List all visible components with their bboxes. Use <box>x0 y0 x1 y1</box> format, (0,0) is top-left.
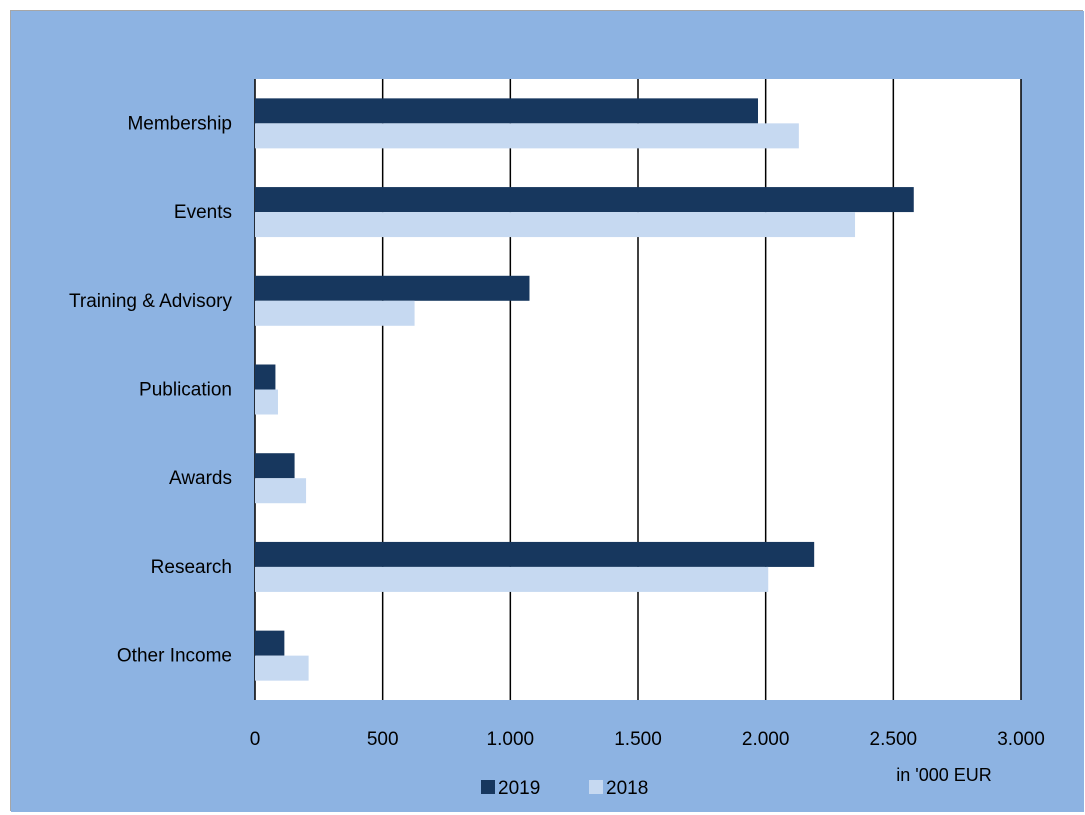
bar-2019 <box>255 187 914 213</box>
x-tick-label: 1.500 <box>614 729 662 750</box>
category-label: Awards <box>169 468 232 489</box>
legend-swatch <box>481 780 495 794</box>
category-labels: Membership Events Training & Advisory Publi… <box>69 113 232 666</box>
category-label: Events <box>174 202 232 223</box>
legend: 2019 2018 <box>481 778 648 799</box>
bars <box>255 98 914 681</box>
bar-2019 <box>255 364 276 390</box>
chart-frame: Membership Events Training & Advisory Publi… <box>10 10 1084 812</box>
category-label: Membership <box>127 113 232 134</box>
bar-2019 <box>255 98 759 124</box>
bar-2018 <box>255 300 415 326</box>
x-tick-label: 2.000 <box>742 729 790 750</box>
legend-label: 2018 <box>606 778 648 799</box>
x-tick-labels: 0 500 1.000 1.500 2.000 2.500 3.000 <box>250 729 1045 750</box>
category-label: Other Income <box>117 646 232 667</box>
legend-label: 2019 <box>498 778 540 799</box>
x-tick-label: 3.000 <box>997 729 1045 750</box>
bar-2019 <box>255 453 295 479</box>
x-tick-label: 2.500 <box>870 729 918 750</box>
bar-2018 <box>255 655 309 681</box>
bar-2018 <box>255 389 278 415</box>
bar-2018 <box>255 212 856 238</box>
bar-chart: Membership Events Training & Advisory Publi… <box>11 11 1084 812</box>
category-label: Training & Advisory <box>69 291 232 312</box>
bar-2018 <box>255 478 307 504</box>
category-label: Research <box>151 557 232 578</box>
category-label: Publication <box>139 380 232 401</box>
legend-swatch <box>589 780 603 794</box>
bar-2018 <box>255 123 799 149</box>
gridlines <box>254 79 1022 700</box>
unit-label: in '000 EUR <box>896 765 991 785</box>
x-tick-label: 500 <box>367 729 399 750</box>
bar-2019 <box>255 275 530 301</box>
x-tick-label: 0 <box>250 729 261 750</box>
x-tick-label: 1.000 <box>487 729 535 750</box>
bar-2019 <box>255 541 815 567</box>
bar-2019 <box>255 630 285 656</box>
bar-2018 <box>255 566 769 592</box>
